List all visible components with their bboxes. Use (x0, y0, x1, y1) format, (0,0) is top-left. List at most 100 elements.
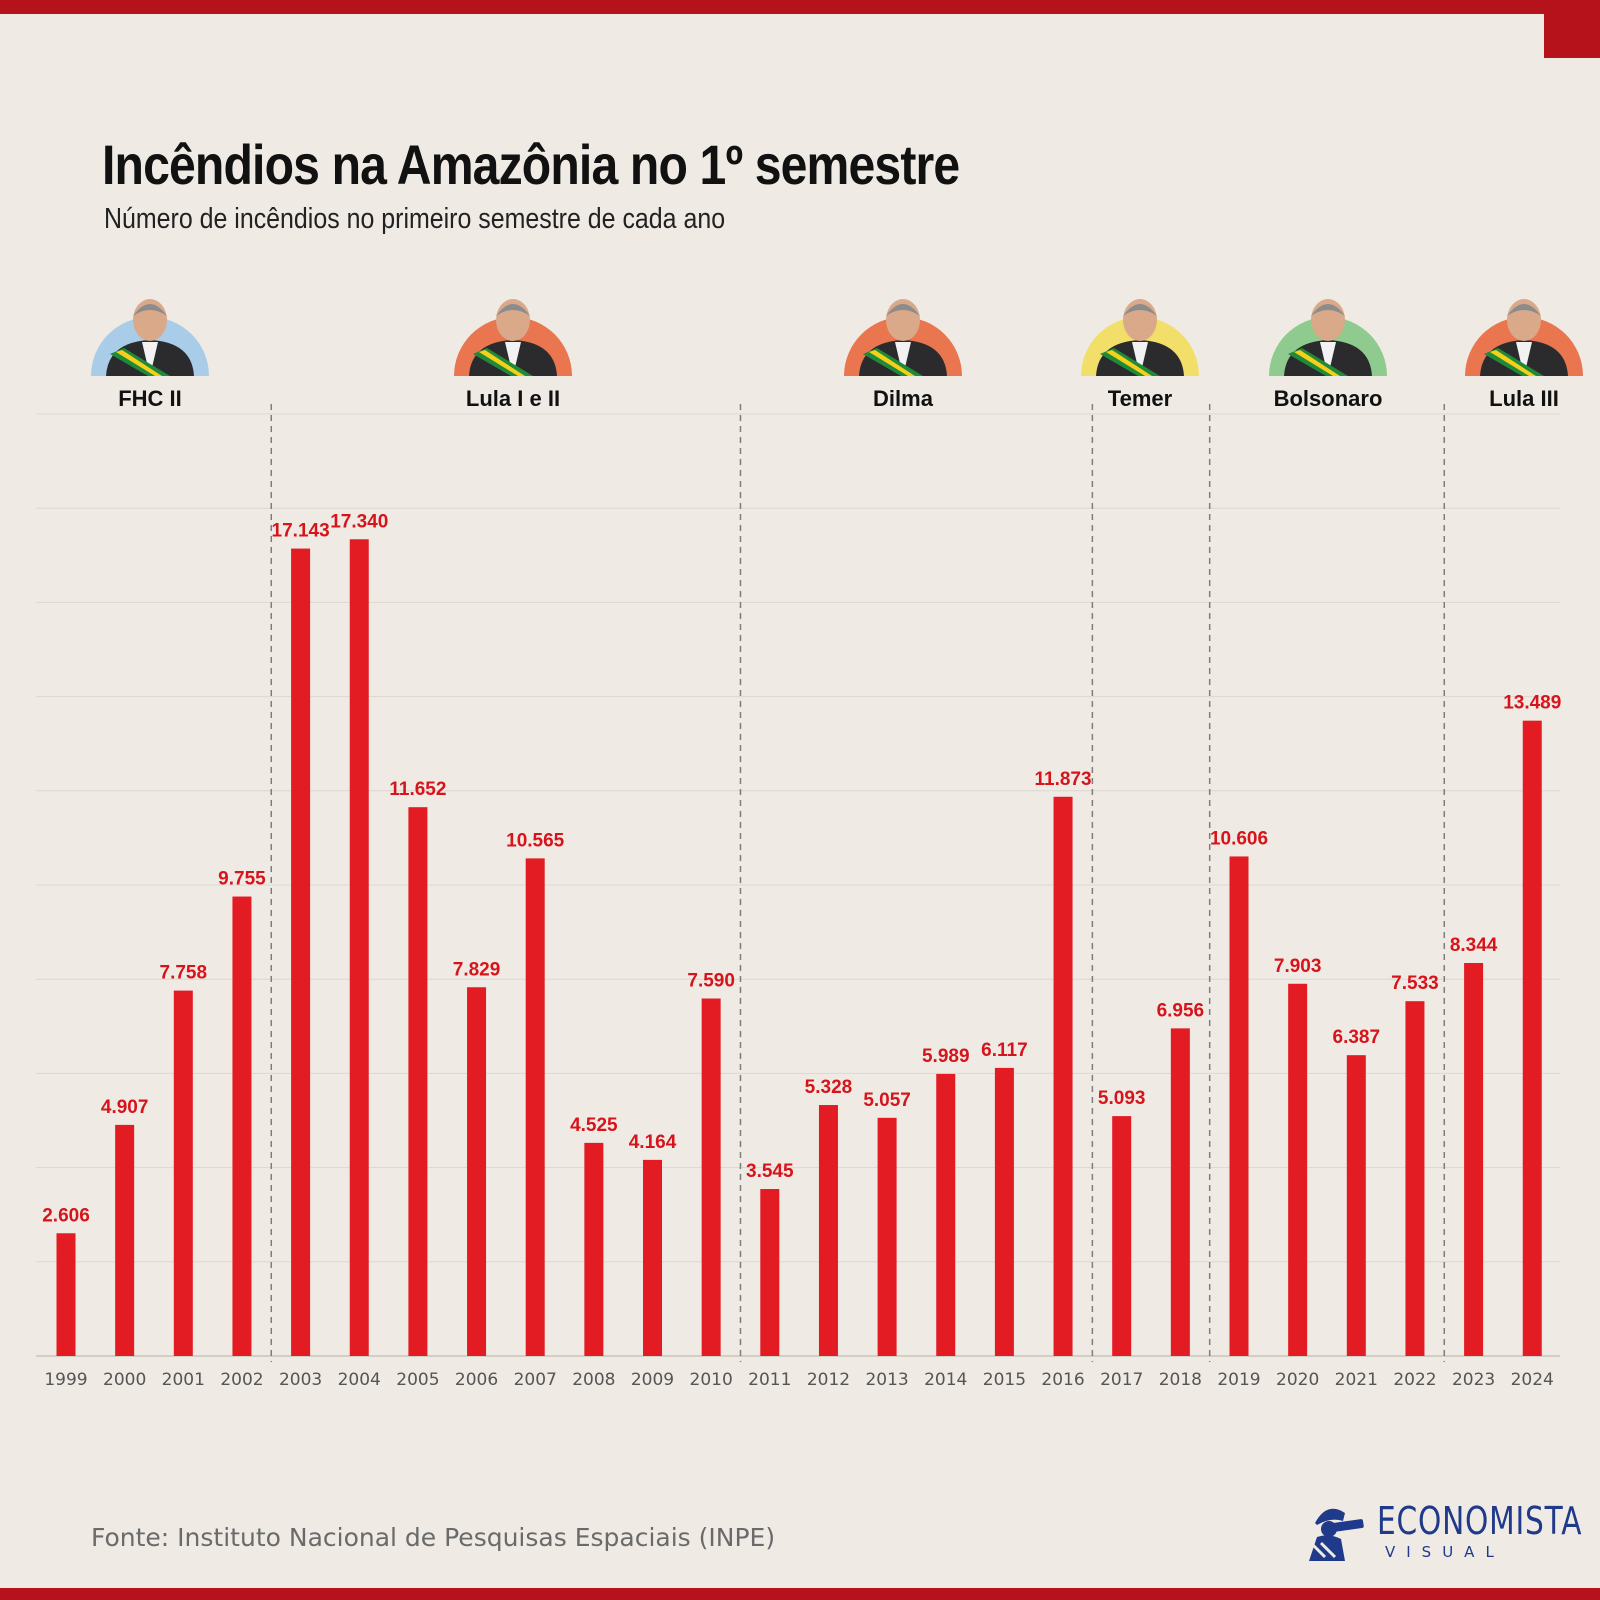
year-label: 2024 (1511, 1370, 1554, 1390)
portrait-shirt (505, 342, 521, 376)
portrait-shirt (1320, 342, 1336, 376)
bar (1464, 962, 1484, 1356)
bar-value-label: 4.907 (101, 1097, 149, 1118)
year-label: 2013 (865, 1370, 908, 1390)
bar (525, 858, 545, 1356)
bar-value-label: 11.652 (389, 779, 446, 800)
bar (701, 998, 721, 1356)
government-label: Lula I e II (466, 386, 560, 411)
bar-value-label: 10.565 (506, 830, 565, 851)
bar (1405, 1001, 1425, 1356)
portrait-shirt (1516, 342, 1532, 376)
portrait-shirt (142, 342, 158, 376)
year-label: 2010 (690, 1370, 733, 1390)
portrait-hair (133, 304, 167, 316)
bar-value-label: 2.606 (42, 1205, 90, 1226)
top-accent-bar (0, 0, 1600, 14)
year-label: 2007 (514, 1370, 557, 1390)
year-label: 2009 (631, 1370, 674, 1390)
portrait-sash-stripe (1106, 350, 1152, 376)
year-label: 2004 (338, 1370, 381, 1390)
bar (173, 990, 193, 1356)
portrait-shirt (895, 342, 911, 376)
bar-value-label: 5.989 (922, 1046, 970, 1067)
corner-accent-tab (1544, 14, 1600, 58)
bar (936, 1073, 956, 1356)
bar-value-label: 8.344 (1450, 935, 1498, 956)
bar (1053, 796, 1073, 1356)
bar (1288, 983, 1308, 1356)
bar (994, 1067, 1014, 1356)
logo-sub-text: VISUAL (1385, 1543, 1505, 1561)
bar (1229, 856, 1249, 1356)
portrait-hair (1123, 304, 1157, 316)
year-label: 2005 (396, 1370, 439, 1390)
bar-value-label: 6.387 (1333, 1027, 1381, 1048)
portrait-sash-stripe (869, 350, 915, 376)
portrait-sash-stripe (116, 350, 162, 376)
bar-value-label: 17.340 (330, 511, 388, 532)
bar (877, 1117, 897, 1356)
year-label: 2017 (1100, 1370, 1143, 1390)
bar (1522, 720, 1542, 1356)
year-label: 2003 (279, 1370, 322, 1390)
bar-value-label: 5.328 (805, 1077, 853, 1098)
bar-value-label: 6.117 (981, 1040, 1028, 1061)
bar (1170, 1028, 1190, 1356)
year-label: 1999 (44, 1370, 87, 1390)
portrait-sash-stripe (1294, 350, 1340, 376)
bottom-accent-bar (0, 1588, 1600, 1600)
year-label: 2016 (1041, 1370, 1084, 1390)
chart-subtitle: Número de incêndios no primeiro semestre… (104, 203, 726, 235)
bar (56, 1233, 76, 1356)
year-label: 2018 (1159, 1370, 1202, 1390)
year-label: 2014 (924, 1370, 967, 1390)
bar-value-label: 5.057 (863, 1090, 911, 1111)
year-label: 2022 (1393, 1370, 1436, 1390)
bar-value-label: 10.606 (1210, 828, 1268, 849)
portrait-shirt (1132, 342, 1148, 376)
government-label: Lula III (1489, 386, 1559, 411)
year-label: 2020 (1276, 1370, 1319, 1390)
bar-value-label: 9.755 (218, 869, 266, 890)
bar (643, 1159, 662, 1356)
bar (232, 896, 252, 1356)
bar (760, 1189, 780, 1356)
bar (408, 807, 428, 1356)
government-label: Temer (1108, 386, 1173, 411)
portrait-hair (886, 304, 920, 316)
year-label: 2002 (220, 1370, 263, 1390)
year-label: 2006 (455, 1370, 498, 1390)
government-label: Bolsonaro (1274, 386, 1383, 411)
bar-value-label: 7.758 (160, 963, 208, 984)
portrait-sash-stripe (479, 350, 525, 376)
bar-value-label: 17.143 (272, 521, 330, 542)
bar-value-label: 11.873 (1035, 769, 1092, 790)
bar-value-label: 4.525 (570, 1115, 618, 1136)
year-label: 2023 (1452, 1370, 1495, 1390)
bar-value-label: 7.590 (687, 971, 735, 992)
year-label: 2000 (103, 1370, 146, 1390)
bar (584, 1142, 604, 1356)
bar-value-label: 7.533 (1391, 973, 1439, 994)
bar-value-label: 7.903 (1274, 956, 1322, 977)
year-label: 2012 (807, 1370, 850, 1390)
bar (291, 548, 311, 1356)
bar-value-label: 4.164 (629, 1132, 677, 1153)
portrait-hair (1507, 304, 1541, 316)
year-label: 2019 (1217, 1370, 1260, 1390)
bar (818, 1105, 838, 1356)
government-label: Dilma (873, 386, 934, 411)
year-label: 2021 (1335, 1370, 1378, 1390)
portrait-sash-stripe (1490, 350, 1536, 376)
year-label: 2001 (162, 1370, 205, 1390)
bar-value-label: 5.093 (1098, 1088, 1146, 1109)
explorer-telescope-icon (1309, 1508, 1364, 1561)
bar (1346, 1055, 1366, 1356)
chart-title: Incêndios na Amazônia no 1º semestre (102, 133, 960, 196)
bar-value-label: 7.829 (453, 959, 501, 980)
government-label: FHC II (118, 386, 182, 411)
portrait-hair (496, 304, 530, 316)
bar-value-label: 6.956 (1157, 1000, 1205, 1021)
year-label: 2008 (572, 1370, 615, 1390)
